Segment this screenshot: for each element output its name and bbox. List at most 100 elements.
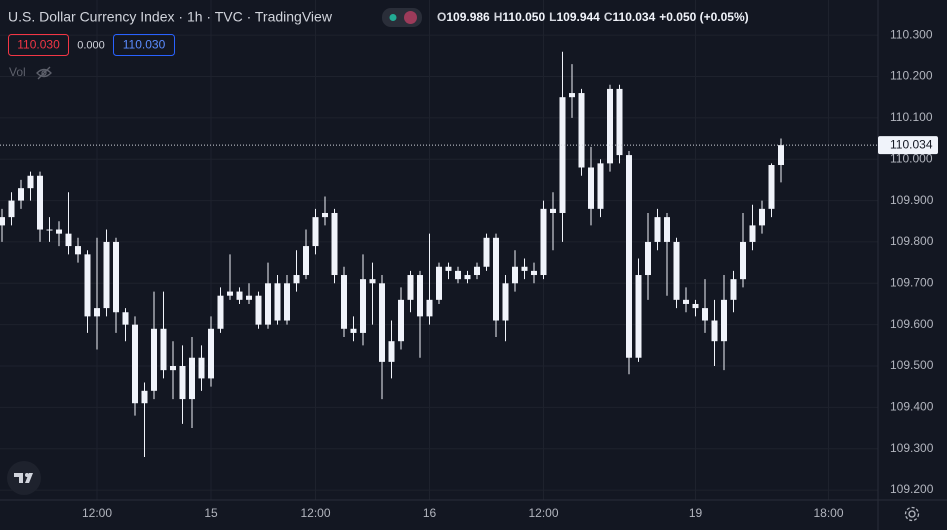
ohlc-value: 109.986 <box>446 10 490 24</box>
candle-body <box>721 299 727 342</box>
candle-body <box>654 217 661 242</box>
candle-body <box>8 200 15 218</box>
candle-body <box>84 254 91 317</box>
candle-body <box>170 366 176 371</box>
candle-body <box>255 295 262 325</box>
ohlc-value: 110.050 <box>502 10 545 24</box>
change: +0.050 (+0.05%) <box>659 10 748 24</box>
candle-body <box>141 390 148 404</box>
y-tick-label: 109.300 <box>890 441 934 455</box>
hide-icon[interactable] <box>36 66 52 80</box>
candle-body <box>217 295 224 329</box>
candle-body <box>597 163 604 209</box>
y-tick-label: 109.600 <box>890 317 934 331</box>
candle-body <box>531 270 537 276</box>
ohlc-label: L <box>549 10 556 24</box>
bid-box[interactable] <box>8 34 69 56</box>
candle-body <box>512 266 518 284</box>
candle-body <box>75 246 81 255</box>
candle-body <box>331 212 338 276</box>
candle-body <box>132 324 138 404</box>
candle-body <box>208 328 214 379</box>
candle-body <box>426 299 433 317</box>
candle-body <box>540 208 547 276</box>
y-tick-label: 110.000 <box>890 151 933 165</box>
y-tick-label: 110.200 <box>890 69 933 83</box>
chart-title: U.S. Dollar Currency Index · 1h · TVC · … <box>8 9 333 25</box>
volume-label: Vol <box>9 65 26 79</box>
settings-icon[interactable] <box>904 506 920 522</box>
ohlc-value: 109.944 <box>556 10 600 24</box>
y-tick-label: 109.900 <box>890 193 934 207</box>
candle-body <box>730 279 737 300</box>
ohlc-value: 110.034 <box>613 10 656 24</box>
y-tick-label: 110.300 <box>890 27 933 41</box>
candle-body <box>293 275 300 284</box>
ask-box[interactable] <box>113 34 175 56</box>
candle-body <box>407 275 414 300</box>
ohlc-label: C <box>604 10 613 24</box>
candle-body <box>388 341 395 362</box>
candle-body <box>550 208 556 213</box>
candle-body <box>303 246 309 276</box>
ohlc-legend: O109.986 H110.050 L109.944 C110.034 +0.050 (… <box>437 10 749 24</box>
candle-body <box>0 217 5 226</box>
candle-body <box>341 275 347 329</box>
candle-body <box>692 303 699 309</box>
x-tick-label: 15 <box>204 506 218 520</box>
spread: 0.000 <box>77 39 105 51</box>
candle-body <box>322 212 328 218</box>
x-tick-label: 16 <box>423 506 437 520</box>
candle-body <box>65 233 72 247</box>
x-tick-label: 12:00 <box>528 506 558 520</box>
candle-body <box>664 217 670 242</box>
candle-body <box>673 241 680 300</box>
y-tick-label: 109.400 <box>890 400 934 414</box>
bid: 110.030 <box>17 38 60 52</box>
candle-body <box>46 229 53 231</box>
candle-body <box>635 275 642 358</box>
candle-body <box>94 308 100 317</box>
y-tick-label: 109.700 <box>890 275 934 289</box>
candle-body <box>265 283 271 325</box>
candle-body <box>445 266 452 271</box>
candle-body <box>27 175 34 189</box>
candle-body <box>122 312 129 325</box>
candle-body <box>18 188 24 201</box>
candle-body <box>588 167 594 209</box>
x-tick-label: 12:00 <box>82 506 112 520</box>
candle-body <box>360 279 366 333</box>
candle-body <box>103 241 110 309</box>
candle-body <box>626 155 632 358</box>
candles <box>0 51 784 457</box>
tradingview-logo[interactable] <box>7 461 41 495</box>
candle-body <box>455 270 461 280</box>
candle-body <box>198 357 205 379</box>
candle-body <box>227 291 233 296</box>
candle-body <box>274 283 281 321</box>
candle-body <box>559 97 566 213</box>
candle-body <box>759 208 765 226</box>
candle-body <box>56 229 62 234</box>
candle-body <box>483 237 490 267</box>
ask: 110.030 <box>123 38 166 52</box>
candle-body <box>711 320 718 342</box>
candle-body <box>645 241 651 276</box>
candle-body <box>436 266 442 300</box>
y-tick-label: 109.500 <box>890 358 934 372</box>
x-tick-label: 12:00 <box>300 506 330 520</box>
candle-body <box>37 175 43 230</box>
candle-body <box>749 225 756 242</box>
candle-body <box>369 279 376 284</box>
candle-body <box>778 145 784 166</box>
candle-body <box>350 328 357 333</box>
candle-body <box>236 291 243 300</box>
candle-body <box>474 266 480 276</box>
candle-body <box>493 237 499 321</box>
candle-body <box>113 241 119 313</box>
candle-body <box>502 283 509 321</box>
candle-body <box>569 93 575 98</box>
candle-body <box>616 88 623 156</box>
